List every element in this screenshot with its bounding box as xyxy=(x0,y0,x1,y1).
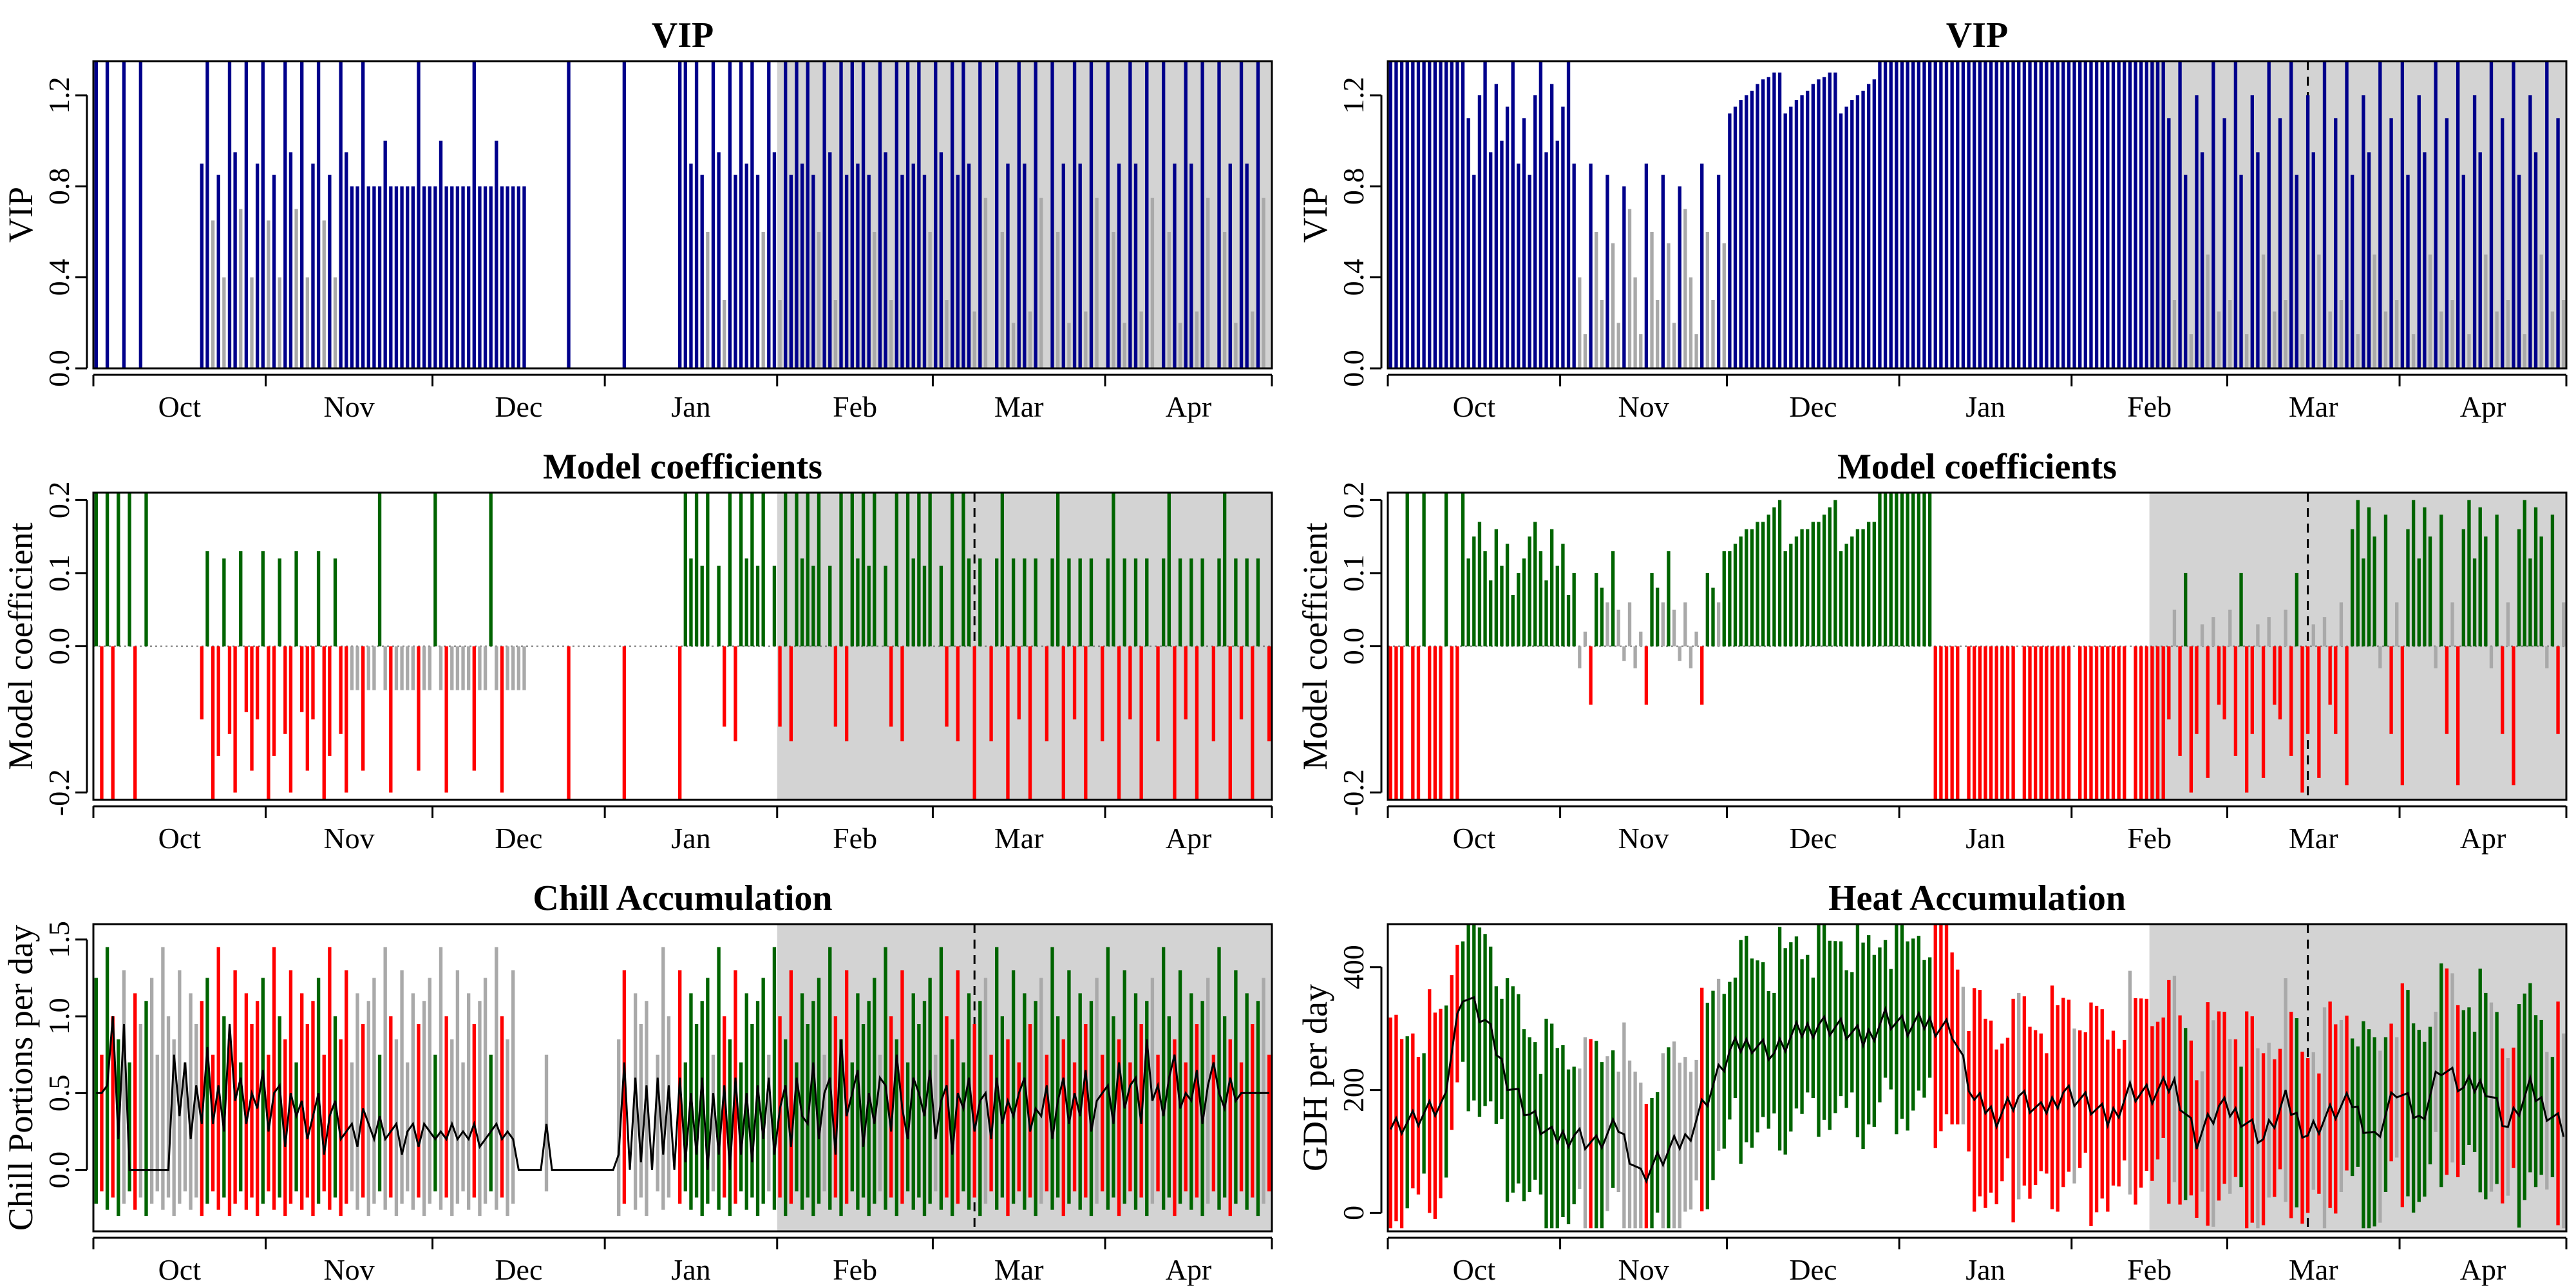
panel-title: Chill Accumulation xyxy=(533,878,832,918)
x-tick-label: Oct xyxy=(1453,822,1496,855)
x-tick-label: Apr xyxy=(2460,822,2506,855)
plot-frame xyxy=(92,60,1273,370)
x-tick-label: Feb xyxy=(833,1253,877,1286)
x-tick-label: Jan xyxy=(671,822,710,855)
y-axis-label: VIP xyxy=(1296,187,1334,243)
x-tick-label: Apr xyxy=(2460,1253,2506,1286)
plot-frame xyxy=(92,923,1273,1233)
x-tick-label: Nov xyxy=(323,390,374,423)
y-tick-label: 0.2 xyxy=(1337,482,1370,519)
x-tick-label: Dec xyxy=(495,822,542,855)
x-tick-label: Nov xyxy=(1618,1253,1669,1286)
panel-left-top: 0.0 0.4 0.8 1.2 VIP Oct Nov Dec Jan Feb Mar Apr VIP xyxy=(1,15,1273,423)
x-tick-label: Mar xyxy=(2289,822,2338,855)
y-tick-label: 0.8 xyxy=(1337,168,1370,205)
y-tick-label: -0.2 xyxy=(1337,769,1370,816)
y-tick-label: 0.5 xyxy=(43,1075,75,1112)
y-tick-label: 0.4 xyxy=(1337,259,1370,296)
x-tick-label: Oct xyxy=(158,1253,202,1286)
x-tick-label: Mar xyxy=(994,390,1044,423)
y-tick-label: 0.8 xyxy=(43,168,75,205)
x-tick-label: Mar xyxy=(2289,390,2338,423)
x-tick-label: Dec xyxy=(1789,822,1837,855)
x-tick-label: Jan xyxy=(1965,390,2005,423)
x-tick-label: Nov xyxy=(323,822,374,855)
y-tick-label: 0.0 xyxy=(43,1151,75,1189)
y-tick-label: 0.2 xyxy=(43,482,75,519)
x-tick-label: Dec xyxy=(1789,1253,1837,1286)
panel-right-top: 0.0 0.4 0.8 1.2 VIP Oct Nov Dec Jan Feb Mar Apr VIP xyxy=(1296,15,2568,423)
y-tick-label: 0.0 xyxy=(43,628,75,665)
x-tick-label: Jan xyxy=(1965,1253,2005,1286)
y-tick-label: 0 xyxy=(1337,1206,1370,1220)
plot-frame xyxy=(92,491,1273,801)
y-axis-label: Chill Portions per day xyxy=(1,925,40,1231)
y-tick-label: 0.1 xyxy=(1337,554,1370,592)
x-tick-label: Jan xyxy=(671,390,710,423)
y-tick-label: 0.0 xyxy=(1337,350,1370,387)
x-tick-label: Jan xyxy=(671,1253,710,1286)
y-axis-label: GDH per day xyxy=(1296,984,1334,1171)
y-axis-label: Model coefficient xyxy=(1296,522,1334,770)
y-tick-label: 0.0 xyxy=(1337,628,1370,665)
x-tick-label: Feb xyxy=(833,822,877,855)
x-tick-label: Dec xyxy=(495,390,542,423)
x-tick-label: Oct xyxy=(1453,1253,1496,1286)
y-tick-label: 0.4 xyxy=(43,259,75,296)
x-tick-label: Oct xyxy=(1453,390,1496,423)
x-tick-label: Oct xyxy=(158,822,202,855)
x-tick-label: Mar xyxy=(994,822,1044,855)
x-tick-label: Dec xyxy=(495,1253,542,1286)
y-tick-label: 1.2 xyxy=(43,77,75,114)
y-tick-label: 1.0 xyxy=(43,998,75,1035)
x-tick-label: Jan xyxy=(1965,822,2005,855)
x-tick-label: Feb xyxy=(2127,822,2172,855)
panel-title: VIP xyxy=(1946,15,2008,55)
y-tick-label: 200 xyxy=(1337,1068,1370,1112)
y-tick-label: 1.2 xyxy=(1337,77,1370,114)
panel-title: Model coefficients xyxy=(1837,447,2117,487)
y-tick-label: 1.5 xyxy=(43,921,75,958)
y-axis-label: VIP xyxy=(1,187,40,243)
x-tick-label: Feb xyxy=(833,390,877,423)
x-tick-label: Mar xyxy=(2289,1253,2338,1286)
plot-frame xyxy=(1387,491,2568,801)
x-tick-label: Apr xyxy=(1166,390,1212,423)
x-tick-label: Apr xyxy=(1166,822,1212,855)
x-tick-label: Nov xyxy=(323,1253,374,1286)
x-tick-label: Apr xyxy=(1166,1253,1212,1286)
plot-frame xyxy=(1387,923,2568,1233)
x-tick-label: Nov xyxy=(1618,390,1669,423)
x-tick-label: Feb xyxy=(2127,390,2172,423)
y-axis-label: Model coefficient xyxy=(1,522,40,770)
y-tick-label: 400 xyxy=(1337,945,1370,989)
panel-title: Heat Accumulation xyxy=(1828,878,2126,918)
x-tick-label: Dec xyxy=(1789,390,1837,423)
panel-title: Model coefficients xyxy=(543,447,822,487)
x-tick-label: Apr xyxy=(2460,390,2506,423)
x-tick-label: Nov xyxy=(1618,822,1669,855)
x-tick-label: Oct xyxy=(158,390,202,423)
mean-line xyxy=(96,1016,1269,1171)
y-tick-label: 0.0 xyxy=(43,350,75,387)
x-tick-label: Mar xyxy=(994,1253,1044,1286)
plot-frame xyxy=(1387,60,2568,370)
x-tick-label: Feb xyxy=(2127,1253,2172,1286)
mean-line xyxy=(1389,996,2565,1184)
panel-title: VIP xyxy=(652,15,714,55)
y-tick-label: -0.2 xyxy=(43,769,75,816)
y-tick-label: 0.1 xyxy=(43,554,75,592)
